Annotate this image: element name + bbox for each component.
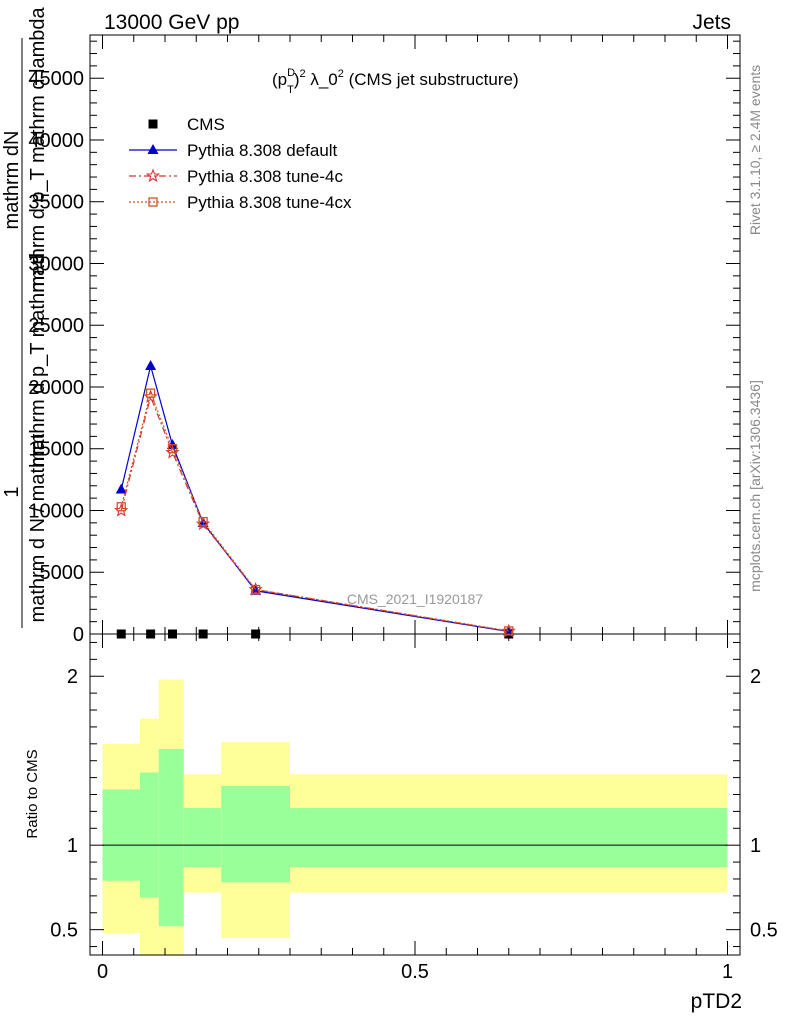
ratio-tick-label-right-1: 1 [750, 835, 761, 857]
axis-tick-labels: 0 0.5 1 0 5000 10000 15000 20000 25000 30000 35000… [28, 68, 777, 983]
series-3-point-0 [116, 502, 126, 512]
legend-marker-2 [145, 168, 161, 183]
header-right: Jets [692, 11, 731, 34]
legend-entry-2: Pythia 8.308 tune-4c [129, 167, 343, 186]
series-layer [114, 359, 516, 639]
y-axis-label-line4: mathrm d N / mathrm [27, 434, 49, 623]
legend-entry-0: CMS [148, 115, 225, 134]
ratio-bands [102, 679, 728, 955]
y-axis-label-line1: mathrm dN [1, 131, 23, 230]
ratio-band-inner-0 [102, 789, 140, 881]
mcplots-label: mcplots.cern.ch [arXiv:1306.3436] [747, 380, 763, 592]
axis-ticks [90, 35, 740, 955]
y-tick-label-1: 5000 [40, 562, 85, 584]
ratio-axis-label: Ratio to CMS [24, 749, 41, 838]
ratio-tick-label-right-0: 0.5 [750, 920, 778, 942]
series-3-point-5 [504, 626, 514, 636]
rivet-version-label: Rivet 3.1.10, ≥ 2.4M events [747, 65, 763, 235]
series-0-point-2 [168, 629, 177, 639]
y-tick-label-5: 25000 [28, 315, 84, 337]
legend-marker-3 [148, 197, 158, 207]
legend-label-2: Pythia 8.308 tune-4c [187, 167, 343, 186]
series-3-point-1 [145, 388, 156, 398]
y-tick-label-0: 0 [73, 624, 84, 646]
y-axis-label-line2: mathrm d p_T mathrm d lambda [27, 6, 49, 292]
legend-marker-0 [148, 119, 158, 129]
series-0-point-4 [251, 629, 261, 639]
series-3 [116, 388, 514, 636]
series-0-point-1 [146, 629, 156, 639]
y-axis-label-numerator: 1 [1, 486, 23, 497]
series-1-point-0 [115, 483, 127, 494]
series-3-point-4 [250, 584, 261, 595]
legend-label-3: Pythia 8.308 tune-4cx [187, 193, 352, 212]
ratio-band-inner-4 [221, 786, 290, 883]
header-left: 13000 GeV pp [104, 11, 239, 34]
x-axis-label: pTD2 [691, 990, 742, 1013]
legend-entry-1: Pythia 8.308 default [129, 141, 338, 160]
y-axis-label: 1 mathrm dN mathrm d p_T mathrm d lambda… [1, 6, 49, 628]
series-0-point-3 [198, 629, 208, 639]
x-tick-label-0: 0 [97, 961, 108, 983]
series-line-1 [120, 365, 509, 633]
y-tick-label-2: 10000 [28, 500, 84, 522]
ratio-band-inner-5 [290, 808, 728, 868]
ratio-tick-label-left-1: 1 [67, 835, 78, 857]
legend-label-0: CMS [187, 115, 225, 134]
y-tick-label-8: 40000 [28, 130, 84, 152]
y-tick-label-9: 45000 [28, 68, 84, 90]
series-3-point-2 [167, 444, 178, 454]
ratio-tick-label-left-0: 0.5 [50, 920, 78, 942]
series-1-point-1 [145, 359, 157, 370]
legend: CMS Pythia 8.308 default Pythia 8.308 tune… [129, 115, 352, 212]
y-axis-label-line3: mathrm d p_T mathrm d [27, 253, 49, 467]
legend-entry-3: Pythia 8.308 tune-4cx [129, 193, 352, 212]
analysis-watermark: CMS_2021_I1920187 [347, 591, 483, 607]
ratio-tick-label-right-2: 2 [750, 666, 761, 688]
ratio-band-inner-3 [183, 808, 222, 868]
ratio-band-inner-2 [158, 748, 184, 927]
legend-label-1: Pythia 8.308 default [187, 141, 338, 160]
y-tick-label-6: 30000 [28, 253, 84, 275]
series-3-point-3 [198, 516, 208, 527]
y-tick-label-4: 20000 [28, 377, 84, 399]
x-tick-label-1: 0.5 [401, 961, 429, 983]
y-tick-label-7: 35000 [28, 192, 84, 214]
series-line-3 [120, 391, 509, 632]
plot-title: (pD T)2 λ_02 (CMS jet substructure) [272, 67, 519, 96]
x-tick-label-2: 1 [722, 961, 733, 983]
series-0-point-0 [116, 629, 126, 639]
ratio-band-inner-1 [140, 772, 159, 898]
legend-marker-1 [147, 144, 159, 154]
ratio-tick-label-left-2: 2 [67, 666, 78, 688]
y-tick-label-3: 15000 [28, 439, 84, 461]
